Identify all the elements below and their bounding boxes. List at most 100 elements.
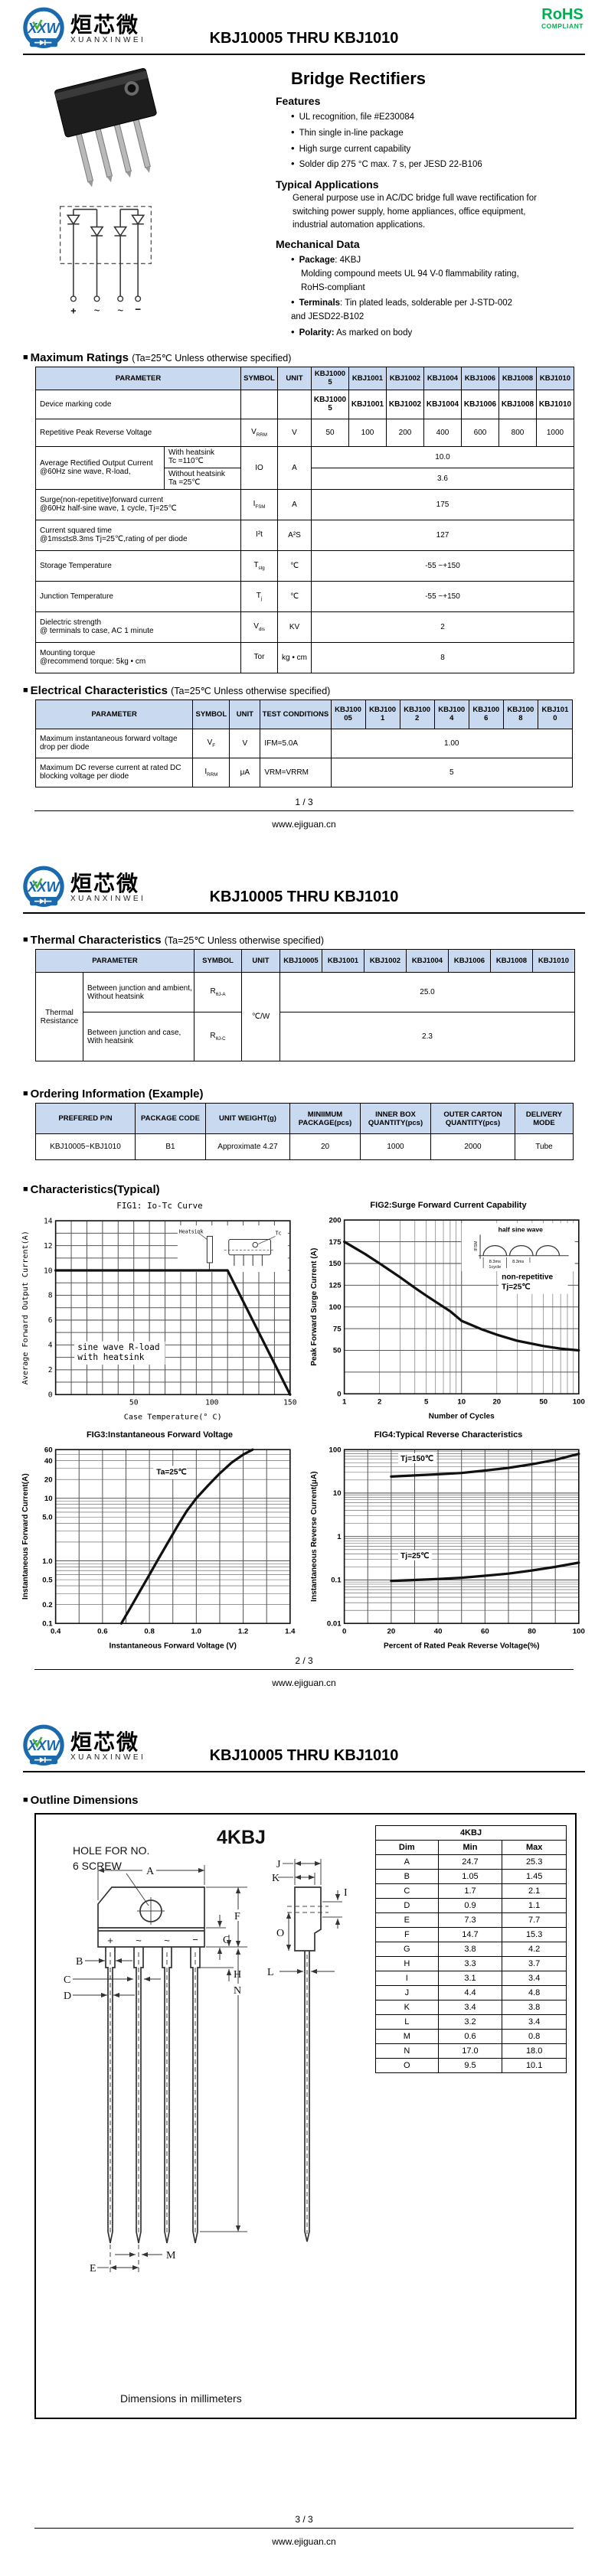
electrical-title: Electrical Characteristics (Ta=25℃ Unles… [23, 684, 608, 697]
svg-text:4: 4 [48, 1342, 53, 1350]
dim-row: E 7.3 7.7 [375, 1912, 567, 1928]
model-header: KBJ1010 [532, 949, 575, 973]
dim-letter: H [375, 1956, 439, 1971]
rating-symbol: IFSM [240, 488, 278, 520]
terminal-plus-label: + [70, 306, 76, 317]
svg-text:Instantaneous Forward Voltage: Instantaneous Forward Voltage (V) [110, 1642, 237, 1651]
dim-row: G 3.8 4.2 [375, 1942, 567, 1957]
svg-text:0.1: 0.1 [331, 1577, 342, 1585]
dim-label-D: D [64, 1991, 71, 2002]
dim-max: 2.1 [502, 1883, 567, 1899]
website-link[interactable]: www.ejiguan.cn [272, 819, 336, 830]
dim-letter: E [375, 1912, 439, 1928]
dim-max: 10.1 [502, 2058, 567, 2073]
dim-min: 17.0 [437, 2043, 503, 2059]
ordering-header: MINIIMUM PACKAGE(pcs) [289, 1103, 361, 1134]
model-header: KBJ1006 [461, 366, 499, 390]
dim-table-header: Dim [375, 1840, 439, 1855]
mechanical-item-label: Package [299, 256, 335, 265]
electrical-value: 1.00 [330, 728, 574, 758]
svg-text:2: 2 [378, 1397, 381, 1406]
model-header: KBJ1001 [322, 949, 364, 973]
vrrm-unit: V [277, 418, 312, 447]
rating-param: Dielectric strength @ terminals to case, … [35, 611, 241, 643]
svg-text:with heatsink: with heatsink [77, 1352, 144, 1362]
svg-text:IFSM: IFSM [474, 1241, 479, 1251]
vrrm-value: 200 [386, 418, 424, 447]
thermal-row-2: Between junction and case, With heatsink… [36, 1012, 575, 1061]
model-header: KBJ1004 [423, 366, 462, 390]
svg-text:Tj=150℃: Tj=150℃ [400, 1455, 433, 1463]
parameter-header: PARAMETER [35, 949, 194, 973]
marking-symbol [240, 389, 278, 419]
dim-row: A 24.7 25.3 [375, 1854, 567, 1870]
footer-rule [34, 2528, 574, 2529]
model-header: KBJ10005 [330, 699, 366, 729]
ordering-header: DELIVERY MODE [515, 1103, 574, 1134]
svg-text:8.3ms: 8.3ms [512, 1260, 524, 1264]
terminal-ac2-label: ~ [117, 305, 123, 317]
dim-label-J: J [276, 1859, 281, 1870]
website-link[interactable]: www.ejiguan.cn [272, 1678, 336, 1688]
svg-text:20: 20 [387, 1627, 396, 1635]
svg-text:0.1: 0.1 [42, 1619, 53, 1628]
svg-text:2: 2 [48, 1366, 53, 1374]
electrical-cond: IFM=5.0A [260, 728, 332, 758]
dim-min: 3.1 [437, 1971, 503, 1986]
company-logo: XXW 烜芯微 XUANXINWEI [20, 5, 145, 54]
model-header: KBJ1002 [399, 699, 435, 729]
marking-unit [277, 389, 312, 419]
svg-text:Average Forward Output Current: Average Forward Output Current(A) [21, 1231, 30, 1384]
svg-text:1.0: 1.0 [191, 1627, 201, 1635]
svg-text:0.2: 0.2 [42, 1601, 52, 1609]
logo-badge-icon: XXW [23, 7, 64, 48]
logo-english-name: XUANXINWEI [70, 35, 146, 44]
dim-label-C: C [64, 1974, 70, 1986]
dim-min: 0.6 [437, 2029, 503, 2044]
ordering-header: UNIT WEIGHT(g) [205, 1103, 290, 1134]
package-photo [54, 67, 157, 187]
svg-text:150: 150 [283, 1398, 297, 1407]
model-header: KBJ1004 [433, 699, 469, 729]
dim-row: F 14.7 15.3 [375, 1927, 567, 1942]
terminal-ac1-label: ~ [94, 305, 100, 317]
model-header: KBJ1006 [468, 699, 504, 729]
model-header: KBJ10005 [279, 949, 322, 973]
marking-row: Device marking code KBJ10005 KBJ1001 KBJ10… [35, 389, 574, 419]
website-link[interactable]: www.ejiguan.cn [272, 2536, 336, 2547]
electrical-row: Maximum DC reverse current at rated DC b… [34, 757, 574, 787]
company-logo: XXW 烜芯微 XUANXINWEI [20, 863, 145, 912]
rating-row: Current squared time @1ms≤t≤8.3ms Tj=25℃,… [35, 519, 574, 551]
thermal-symbol: RθJ-A [194, 972, 242, 1012]
characteristics-charts: FIG1: Io-Tc Curve 50 100 150 0 2 4 6 8 10 12 14 Cas… [20, 1201, 588, 1653]
dim-max: 1.45 [502, 1869, 567, 1884]
left-column: + ~ ~ − [21, 63, 188, 341]
doc-title: KBJ10005 THRU KBJ1010 [209, 1747, 399, 1764]
dim-max: 3.4 [502, 2014, 567, 2030]
logo-diode-icon [39, 40, 45, 46]
vrrm-symbol: VRRM [240, 418, 278, 447]
dim-max: 1.1 [502, 1898, 567, 1913]
dim-letter: B [375, 1869, 439, 1884]
outline-package-name: 4KBJ [217, 1827, 266, 1848]
feature-item: High surge current capability [291, 141, 587, 157]
max-ratings-header-row: PARAMETER SYMBOL UNIT KBJ10005 KBJ1001 KBJ… [35, 366, 574, 390]
thermal-unit: ℃/W [241, 972, 280, 1061]
electrical-unit: V [229, 728, 261, 758]
dim-row: L 3.2 3.4 [375, 2014, 567, 2030]
svg-text:50: 50 [129, 1398, 139, 1407]
features-title: Features [276, 95, 321, 107]
dim-letter: A [375, 1854, 439, 1870]
dim-max: 3.8 [502, 2000, 567, 2015]
ordering-header: OUTER CARTON QUANTITY(pcs) [430, 1103, 515, 1134]
svg-text:Instantaneous Forward Current(: Instantaneous Forward Current(A) [21, 1473, 30, 1599]
page-footer: 3 / 3 www.ejiguan.cn [34, 2514, 574, 2548]
io-symbol: IO [240, 445, 278, 490]
dim-letter: F [375, 1927, 439, 1942]
ordering-title: Ordering Information (Example) [23, 1087, 608, 1101]
fig3-forward-voltage-chart: 0.4 0.6 0.8 1.0 1.2 1.4 0.1 0.2 0.5 1.0 5.0 10 20 40 6… [21, 1446, 296, 1651]
ordering-header: INNER BOX QUANTITY(pcs) [360, 1103, 431, 1134]
ordering-cell: Approximate 4.27 [205, 1133, 290, 1160]
page-header: XXW 烜芯微 XUANXINWEI KBJ10005 THRU KBJ1010 [23, 859, 585, 914]
